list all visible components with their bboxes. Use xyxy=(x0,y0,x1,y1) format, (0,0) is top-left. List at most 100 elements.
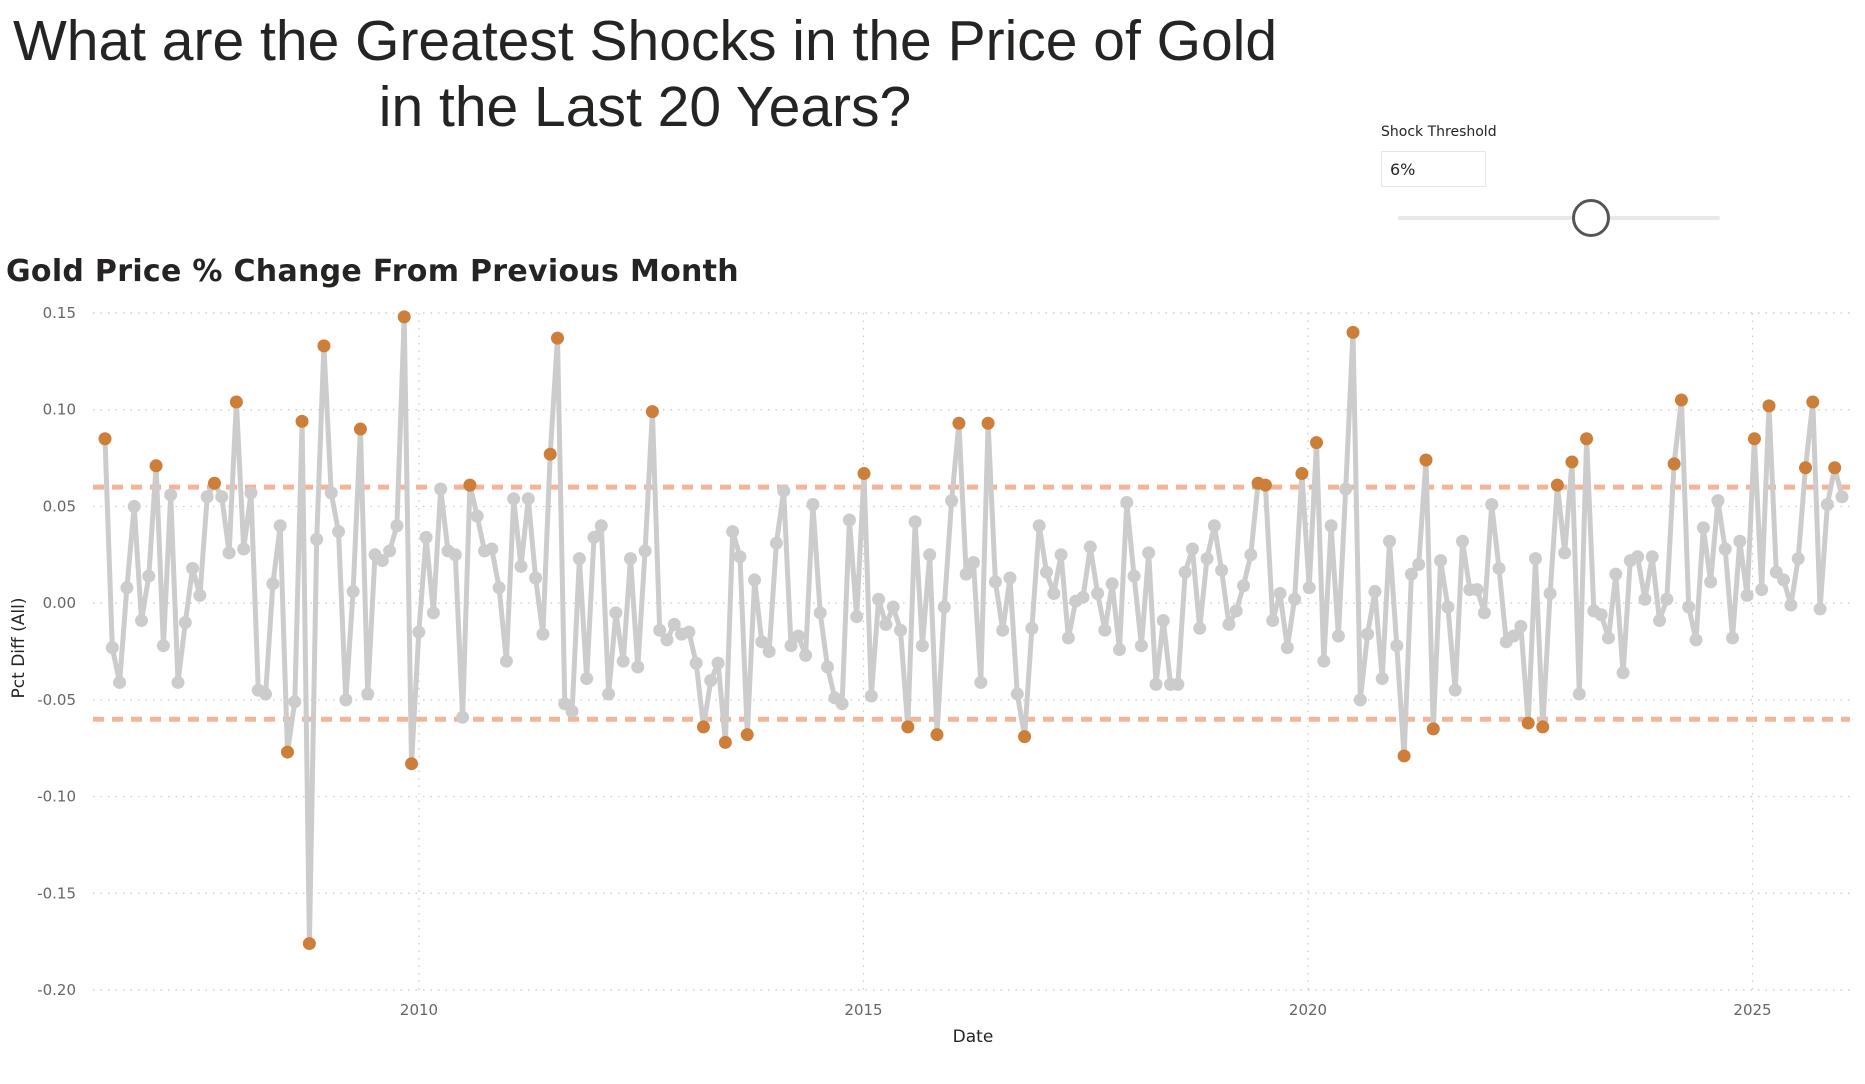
data-point xyxy=(1047,586,1061,600)
data-point xyxy=(1528,552,1542,566)
data-point xyxy=(726,525,740,539)
data-point xyxy=(1127,569,1141,583)
data-point xyxy=(178,615,192,629)
data-point xyxy=(127,499,141,513)
data-point xyxy=(412,625,426,639)
data-point xyxy=(1813,602,1827,616)
shock-data-point xyxy=(1667,457,1681,471)
data-point xyxy=(1733,534,1747,548)
data-point xyxy=(1091,586,1105,600)
data-point xyxy=(1777,573,1791,587)
data-point xyxy=(748,573,762,587)
data-point xyxy=(689,656,703,670)
data-point xyxy=(156,639,170,653)
data-point xyxy=(1441,600,1455,614)
shock-threshold-input[interactable]: 6% xyxy=(1381,151,1486,187)
shock-data-point xyxy=(1828,461,1842,475)
data-point xyxy=(288,695,302,709)
shock-data-point xyxy=(1747,432,1761,446)
y-tick-label: -0.20 xyxy=(37,981,76,999)
data-point xyxy=(120,581,134,595)
data-point xyxy=(704,674,718,688)
shock-data-point xyxy=(1580,432,1594,446)
shock-data-point xyxy=(543,447,557,461)
data-point xyxy=(1112,643,1126,657)
data-point xyxy=(492,581,506,595)
data-point xyxy=(813,606,827,620)
data-point xyxy=(1448,683,1462,697)
data-point xyxy=(580,672,594,686)
data-point xyxy=(1543,586,1557,600)
shock-data-point xyxy=(981,416,995,430)
x-axis-ticks: 2010 2015 2020 2025 xyxy=(400,1001,1772,1019)
shock-data-point xyxy=(207,476,221,490)
data-point xyxy=(215,490,229,504)
data-point xyxy=(872,592,886,606)
data-point xyxy=(996,623,1010,637)
data-point xyxy=(733,550,747,564)
shock-data-point xyxy=(1799,461,1813,475)
data-point xyxy=(1718,542,1732,556)
y-tick-label: 0.00 xyxy=(43,594,76,612)
data-point xyxy=(1215,563,1229,577)
data-point xyxy=(711,656,725,670)
data-point xyxy=(361,687,375,701)
data-point xyxy=(1572,687,1586,701)
data-point xyxy=(791,629,805,643)
x-tick-label: 2010 xyxy=(400,1001,438,1019)
y-tick-label: 0.15 xyxy=(43,304,76,322)
shock-data-point xyxy=(1419,453,1433,467)
data-point xyxy=(1653,614,1667,628)
data-point xyxy=(821,660,835,674)
data-point xyxy=(1740,588,1754,602)
data-point xyxy=(616,654,630,668)
data-point xyxy=(383,544,397,558)
data-point xyxy=(1302,581,1316,595)
data-point xyxy=(623,552,637,566)
data-point xyxy=(507,492,521,506)
data-point xyxy=(1237,579,1251,593)
data-point xyxy=(375,554,389,568)
shock-data-point xyxy=(463,478,477,492)
data-point xyxy=(784,639,798,653)
data-point xyxy=(1273,586,1287,600)
data-point xyxy=(1171,677,1185,691)
data-point xyxy=(1514,619,1528,633)
data-point xyxy=(536,627,550,641)
data-point xyxy=(1492,561,1506,575)
data-point xyxy=(653,623,667,637)
shock-data-point xyxy=(1565,455,1579,469)
y-tick-label: -0.10 xyxy=(37,788,76,806)
data-point xyxy=(1339,482,1353,496)
shock-data-point xyxy=(149,459,163,473)
shock-threshold-slider-track[interactable] xyxy=(1398,216,1720,220)
data-point xyxy=(1076,590,1090,604)
shock-threshold-label: Shock Threshold xyxy=(1381,124,1497,140)
shock-threshold-slider-handle[interactable] xyxy=(1572,199,1611,237)
data-point xyxy=(908,515,922,529)
data-point xyxy=(259,687,273,701)
shock-data-point xyxy=(1310,436,1324,450)
x-tick-label: 2025 xyxy=(1733,1001,1771,1019)
shock-data-point xyxy=(645,405,659,419)
data-point xyxy=(456,710,470,724)
data-point xyxy=(1704,575,1718,589)
shock-data-point xyxy=(295,414,309,428)
data-point xyxy=(1404,567,1418,581)
shock-data-point xyxy=(1762,399,1776,413)
data-point xyxy=(1324,519,1338,533)
data-point xyxy=(755,635,769,649)
shock-data-point xyxy=(229,395,243,409)
data-point xyxy=(1156,614,1170,628)
x-tick-label: 2015 xyxy=(844,1001,882,1019)
data-point xyxy=(1025,621,1039,635)
data-point xyxy=(879,617,893,631)
data-point xyxy=(806,497,820,511)
data-point xyxy=(514,559,528,573)
data-point xyxy=(1616,666,1630,680)
data-point xyxy=(1120,496,1134,510)
data-point xyxy=(1689,633,1703,647)
data-point xyxy=(310,532,324,546)
data-point xyxy=(200,490,214,504)
